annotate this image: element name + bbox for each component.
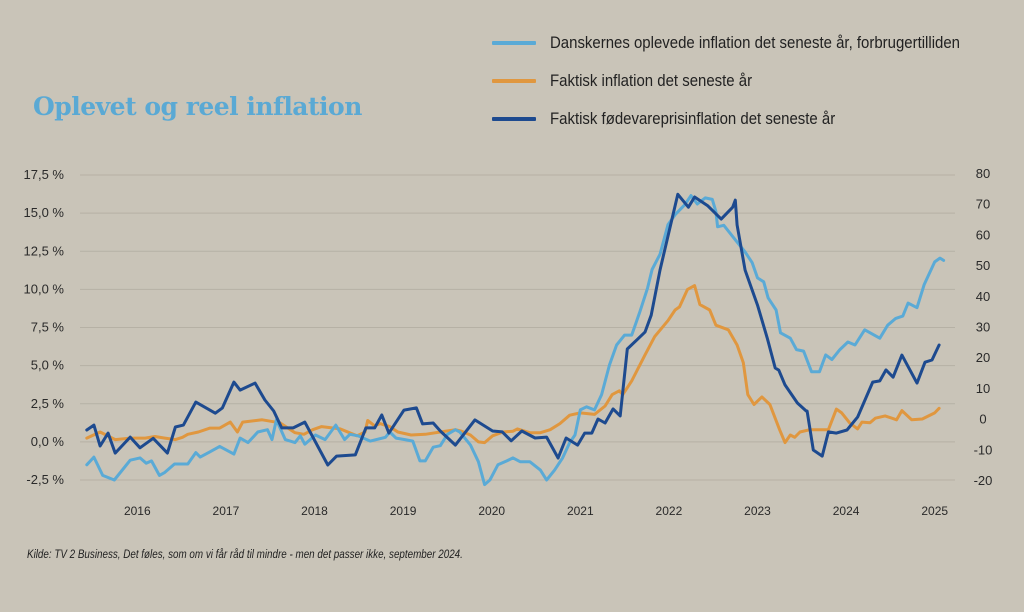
legend-swatch-actual <box>492 79 536 83</box>
y-left-tick-label: -2,5 % <box>26 472 64 487</box>
legend-label-perceived: Danskernes oplevede inflation det senest… <box>550 33 960 52</box>
y-left-tick-label: 17,5 % <box>24 167 65 182</box>
y-right-tick-label: 70 <box>976 197 990 212</box>
x-tick-label: 2018 <box>301 504 328 518</box>
y-right-tick-label: 50 <box>976 258 990 273</box>
legend-item-actual: Faktisk inflation det seneste år <box>492 62 1016 100</box>
y-left-tick-label: 0,0 % <box>31 434 65 449</box>
x-tick-label: 2016 <box>124 504 151 518</box>
y-left-tick-label: 10,0 % <box>24 281 65 296</box>
legend-item-perceived: Danskernes oplevede inflation det senest… <box>492 24 1016 62</box>
legend-label-food: Faktisk fødevareprisinflation det senest… <box>550 109 836 128</box>
x-tick-label: 2024 <box>833 504 860 518</box>
legend: Danskernes oplevede inflation det senest… <box>492 24 1016 138</box>
y-left-tick-label: 2,5 % <box>31 396 65 411</box>
legend-swatch-food <box>492 117 536 121</box>
y-left-tick-label: 12,5 % <box>24 243 65 258</box>
legend-label-actual: Faktisk inflation det seneste år <box>550 71 753 90</box>
x-tick-label: 2021 <box>567 504 594 518</box>
y-right-tick-label: 0 <box>979 412 986 427</box>
x-tick-label: 2023 <box>744 504 771 518</box>
x-tick-label: 2019 <box>390 504 417 518</box>
x-tick-label: 2017 <box>213 504 240 518</box>
y-left-tick-label: 15,0 % <box>24 205 65 220</box>
y-right-tick-label: -10 <box>974 442 993 457</box>
legend-item-food: Faktisk fødevareprisinflation det senest… <box>492 100 1016 138</box>
x-tick-label: 2020 <box>478 504 505 518</box>
x-tick-label: 2022 <box>656 504 683 518</box>
series-line-food-inflation <box>85 192 941 467</box>
y-right-tick-label: 40 <box>976 289 990 304</box>
series-lines <box>85 192 946 487</box>
y-right-tick-label: 30 <box>976 320 990 335</box>
x-axis: 2016 2017 2018 2019 2020 2021 2022 2023 2024 2025 <box>124 504 948 518</box>
series-line-actual-inflation <box>85 284 941 445</box>
source-note: Kilde: TV 2 Business, Det føles, som om … <box>27 547 463 561</box>
y-right-tick-label: 80 <box>976 166 990 181</box>
y-right-tick-label: 20 <box>976 350 990 365</box>
x-tick-label: 2025 <box>921 504 948 518</box>
y-axis-right: -20 -10 0 10 20 30 40 50 60 70 80 <box>974 166 993 488</box>
y-right-tick-label: -20 <box>974 473 993 488</box>
y-left-tick-label: 7,5 % <box>31 320 65 335</box>
y-axis-left: -2,5 % 0,0 % 2,5 % 5,0 % 7,5 % 10,0 % 12,5 % 15… <box>24 167 65 487</box>
y-right-tick-label: 60 <box>976 227 990 242</box>
series-line-perceived-inflation <box>85 194 946 487</box>
y-left-tick-label: 5,0 % <box>31 358 65 373</box>
y-right-tick-label: 10 <box>976 381 990 396</box>
legend-swatch-perceived <box>492 41 536 45</box>
chart-title: Oplevet og reel inflation <box>33 92 362 121</box>
